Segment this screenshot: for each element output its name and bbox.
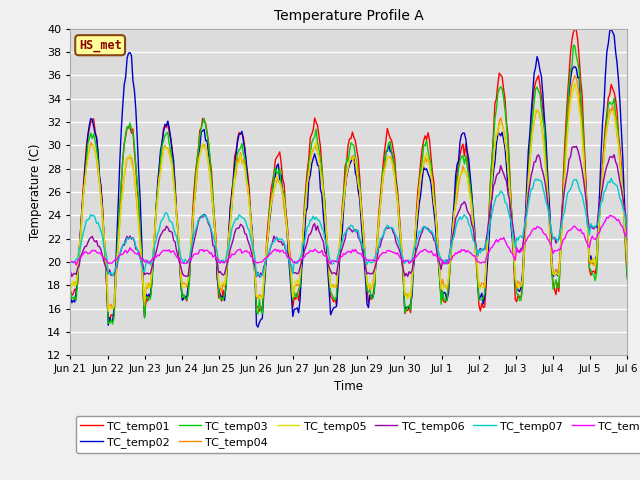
TC_temp08	[606, 213, 614, 218]
TC_temp06	[86, 236, 93, 242]
TC_temp01	[355, 156, 362, 161]
TC_temp01	[103, 285, 111, 291]
TC_temp05	[548, 260, 556, 265]
TC_temp01	[623, 274, 631, 280]
Line: TC_temp02: TC_temp02	[70, 29, 627, 327]
TC_temp08	[104, 260, 112, 266]
TC_temp02	[465, 156, 472, 162]
TC_temp07	[548, 229, 556, 235]
Line: TC_temp05: TC_temp05	[70, 83, 627, 311]
TC_temp03	[103, 276, 111, 282]
TC_temp01	[571, 26, 579, 32]
TC_temp08	[623, 224, 631, 229]
TC_temp03	[67, 288, 74, 293]
TC_temp03	[86, 136, 93, 142]
TC_temp04	[104, 307, 112, 313]
TC_temp03	[623, 276, 631, 282]
TC_temp03	[570, 42, 577, 48]
TC_temp05	[104, 308, 112, 314]
TC_temp07	[103, 255, 111, 261]
TC_temp07	[623, 236, 631, 241]
Line: TC_temp03: TC_temp03	[70, 45, 627, 324]
TC_temp07	[67, 258, 74, 264]
TC_temp06	[465, 211, 472, 216]
TC_temp06	[255, 274, 263, 280]
TC_temp03	[548, 263, 556, 268]
TC_temp03	[465, 173, 472, 179]
Y-axis label: Temperature (C): Temperature (C)	[29, 144, 42, 240]
TC_temp08	[465, 249, 472, 254]
Legend: TC_temp01, TC_temp02, TC_temp03, TC_temp04, TC_temp05, TC_temp06, TC_temp07, TC_: TC_temp01, TC_temp02, TC_temp03, TC_temp…	[76, 416, 640, 453]
TC_temp02	[67, 294, 74, 300]
TC_temp02	[622, 225, 630, 231]
Line: TC_temp08: TC_temp08	[70, 216, 627, 265]
TC_temp01	[622, 251, 630, 257]
TC_temp07	[257, 274, 265, 280]
Line: TC_temp06: TC_temp06	[70, 146, 627, 277]
TC_temp06	[67, 268, 74, 274]
TC_temp07	[465, 222, 472, 228]
TC_temp01	[548, 268, 556, 274]
TC_temp05	[86, 145, 93, 151]
TC_temp05	[571, 80, 579, 86]
TC_temp06	[623, 236, 631, 242]
TC_temp04	[86, 147, 93, 153]
TC_temp07	[607, 175, 615, 181]
TC_temp04	[622, 237, 630, 243]
TC_temp08	[548, 244, 556, 250]
TC_temp04	[548, 257, 556, 263]
TC_temp08	[67, 260, 74, 265]
TC_temp08	[87, 250, 95, 255]
TC_temp01	[465, 168, 472, 173]
TC_temp04	[355, 182, 362, 188]
TC_temp06	[548, 232, 556, 238]
TC_temp05	[355, 180, 362, 185]
TC_temp01	[106, 318, 113, 324]
TC_temp02	[623, 271, 631, 276]
Title: Temperature Profile A: Temperature Profile A	[274, 10, 424, 24]
TC_temp02	[86, 122, 93, 128]
TC_temp02	[355, 188, 362, 194]
X-axis label: Time: Time	[334, 380, 364, 393]
TC_temp04	[571, 73, 579, 79]
TC_temp06	[572, 144, 580, 149]
TC_temp07	[622, 218, 630, 224]
TC_temp08	[622, 233, 630, 239]
TC_temp04	[623, 262, 631, 267]
TC_temp07	[86, 216, 93, 222]
TC_temp04	[67, 282, 74, 288]
TC_temp06	[622, 211, 630, 217]
Line: TC_temp04: TC_temp04	[70, 76, 627, 310]
TC_temp03	[622, 245, 630, 251]
TC_temp05	[67, 286, 74, 292]
Line: TC_temp01: TC_temp01	[70, 29, 627, 321]
TC_temp06	[103, 267, 111, 273]
TC_temp08	[355, 251, 362, 256]
TC_temp03	[109, 321, 116, 327]
Text: HS_met: HS_met	[79, 39, 122, 52]
TC_temp02	[254, 324, 262, 330]
TC_temp02	[548, 252, 556, 258]
TC_temp05	[465, 187, 472, 192]
TC_temp05	[623, 258, 631, 264]
TC_temp03	[355, 173, 362, 179]
Line: TC_temp07: TC_temp07	[70, 178, 627, 277]
TC_temp07	[355, 228, 362, 233]
TC_temp05	[103, 273, 111, 278]
TC_temp04	[103, 271, 111, 276]
TC_temp08	[72, 262, 80, 268]
TC_temp05	[622, 236, 630, 241]
TC_temp06	[355, 235, 362, 240]
TC_temp04	[465, 182, 472, 188]
TC_temp01	[86, 126, 93, 132]
TC_temp01	[67, 288, 74, 294]
TC_temp02	[103, 283, 111, 289]
TC_temp02	[607, 26, 615, 32]
